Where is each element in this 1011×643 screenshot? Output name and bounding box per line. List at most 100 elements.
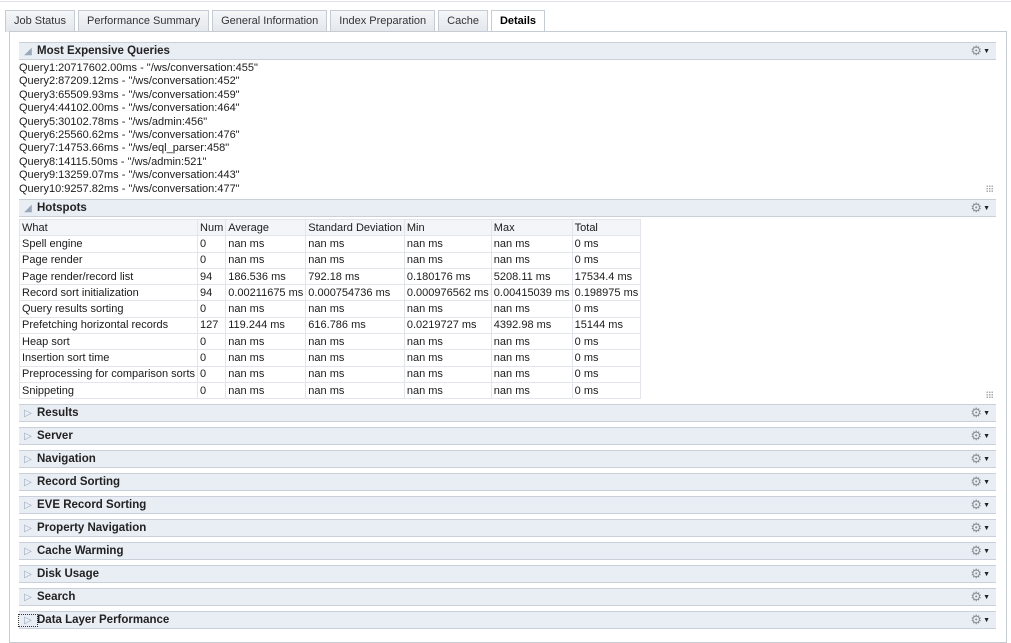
section-header-eve-record-sorting[interactable]: ▷ EVE Record Sorting ⚙ ▼ (19, 496, 996, 514)
triangle-expanded-icon[interactable]: ◢ (24, 202, 32, 214)
table-cell: nan ms (305, 333, 405, 351)
table-cell: nan ms (225, 365, 307, 383)
table-cell: nan ms (305, 235, 405, 253)
query-line: Query8:14115.50ms - "/ws/admin:521" (19, 155, 207, 168)
table-cell: 119.244 ms (225, 316, 307, 335)
triangle-collapsed-icon[interactable]: ▷ (24, 568, 32, 580)
section-title: EVE Record Sorting (37, 499, 147, 511)
section-header-property-navigation[interactable]: ▷ Property Navigation ⚙ ▼ (19, 519, 996, 537)
section-header-hotspots[interactable]: ◢ Hotspots ⚙ ▼ (19, 199, 996, 217)
query-line: Query7:14753.66ms - "/ws/eql_parser:458" (19, 142, 230, 155)
tab-index-preparation[interactable]: Index Preparation (330, 10, 436, 32)
tab-performance-summary[interactable]: Performance Summary (77, 10, 210, 32)
section-header-search[interactable]: ▷ Search ⚙ ▼ (19, 588, 996, 606)
table-cell: 4392.98 ms (490, 316, 573, 335)
gear-dropdown-icon[interactable]: ⚙ ▼ (970, 497, 990, 512)
table-cell: 5208.11 ms (490, 267, 573, 286)
column-header: What (18, 218, 199, 237)
section-title: Results (37, 407, 79, 419)
section-header-server[interactable]: ▷ Server ⚙ ▼ (19, 427, 996, 445)
table-cell: nan ms (403, 300, 492, 318)
triangle-collapsed-icon[interactable]: ▷ (24, 499, 32, 511)
column-header: Max (490, 218, 573, 237)
gear-dropdown-icon[interactable]: ⚙ ▼ (970, 405, 990, 420)
table-cell: 0 (197, 235, 227, 253)
triangle-collapsed-icon[interactable]: ▷ (24, 522, 32, 534)
table-cell: 0.000754736 ms (305, 284, 405, 302)
section-header-most-expensive-queries[interactable]: ◢ Most Expensive Queries ⚙ ▼ (19, 42, 996, 60)
resize-grip-icon[interactable] (986, 391, 994, 399)
table-cell: 127 (197, 316, 227, 335)
triangle-expanded-icon[interactable]: ◢ (24, 45, 32, 57)
section-header-cache-warming[interactable]: ▷ Cache Warming ⚙ ▼ (19, 542, 996, 560)
section-title: Property Navigation (37, 522, 147, 534)
tab-job-status[interactable]: Job Status (5, 10, 75, 32)
tab-general-information[interactable]: General Information (212, 10, 328, 32)
gear-dropdown-icon[interactable]: ⚙ ▼ (970, 451, 990, 466)
triangle-collapsed-icon[interactable]: ▷ (24, 591, 32, 603)
gear-dropdown-icon[interactable]: ⚙ ▼ (970, 474, 990, 489)
table-cell: Record sort initialization (18, 284, 199, 302)
triangle-collapsed-icon[interactable]: ▷ (24, 476, 32, 488)
gear-dropdown-icon[interactable]: ⚙ ▼ (970, 612, 990, 627)
column-header: Average (225, 218, 307, 237)
query-line: Query9:13259.07ms - "/ws/conversation:44… (19, 169, 240, 182)
table-cell: Heap sort (18, 333, 199, 351)
gear-dropdown-icon[interactable]: ⚙ ▼ (970, 543, 990, 558)
table-cell: nan ms (403, 251, 492, 269)
triangle-collapsed-icon[interactable]: ▷ (24, 430, 32, 442)
query-line: Query1:20717602.00ms - "/ws/conversation… (19, 62, 258, 74)
table-cell: nan ms (305, 365, 405, 383)
table-row: Page render/record list 94 186.536 ms 792.1… (18, 267, 642, 286)
table-cell: nan ms (403, 349, 492, 367)
table-row: Heap sort 0 nan ms nan ms nan ms nan ms 0 ms (18, 333, 642, 351)
table-cell: nan ms (490, 251, 573, 269)
table-cell: Query results sorting (18, 300, 199, 318)
gear-dropdown-icon[interactable]: ⚙ ▼ (970, 200, 990, 215)
tab-bar: Job Status Performance Summary General Inf… (5, 10, 546, 33)
table-cell: nan ms (225, 235, 307, 253)
section-header-record-sorting[interactable]: ▷ Record Sorting ⚙ ▼ (19, 473, 996, 491)
table-cell: 0 (197, 349, 227, 367)
table-cell: nan ms (225, 381, 307, 400)
tab-details[interactable]: Details (490, 10, 546, 33)
table-cell: nan ms (225, 333, 307, 351)
table-cell: Page render/record list (18, 267, 199, 286)
triangle-collapsed-icon[interactable]: ▷ (24, 545, 32, 557)
triangle-collapsed-icon[interactable]: ▷ (18, 613, 38, 627)
table-cell: nan ms (403, 235, 492, 253)
resize-grip-icon[interactable] (986, 185, 994, 193)
table-cell: Page render (18, 251, 199, 269)
gear-dropdown-icon[interactable]: ⚙ ▼ (970, 428, 990, 443)
hotspots-table: What Num Average Standard Deviation Min Max To… (18, 218, 642, 400)
table-cell: nan ms (403, 333, 492, 351)
details-panel: ◢ Most Expensive Queries ⚙ ▼ Query1:20717… (9, 31, 1007, 643)
table-cell: 0.00211675 ms (225, 284, 307, 302)
table-cell: 616.786 ms (305, 316, 405, 335)
section-header-data-layer-performance[interactable]: ▷ Data Layer Performance ⚙ ▼ (18, 611, 996, 629)
section-header-navigation[interactable]: ▷ Navigation ⚙ ▼ (19, 450, 996, 468)
table-cell: Insertion sort time (18, 349, 199, 367)
table-row: Prefetching horizontal records 127 119.244… (18, 316, 642, 335)
table-row: Record sort initialization 94 0.00211675 m… (18, 284, 642, 302)
triangle-collapsed-icon[interactable]: ▷ (24, 453, 32, 465)
table-cell: 0 ms (571, 251, 642, 269)
tab-cache[interactable]: Cache (438, 10, 488, 32)
table-cell: nan ms (490, 300, 573, 318)
gear-dropdown-icon[interactable]: ⚙ ▼ (970, 566, 990, 581)
query-line: Query4:44102.00ms - "/ws/conversation:46… (19, 102, 240, 115)
triangle-collapsed-icon[interactable]: ▷ (24, 407, 32, 419)
section-title: Most Expensive Queries (37, 45, 170, 57)
gear-dropdown-icon[interactable]: ⚙ ▼ (970, 43, 990, 58)
table-cell: 0.180176 ms (403, 267, 492, 286)
gear-dropdown-icon[interactable]: ⚙ ▼ (970, 589, 990, 604)
section-title: Search (37, 591, 76, 603)
column-header: Num (197, 218, 227, 237)
table-cell: Preprocessing for comparison sorts (18, 365, 199, 383)
section-header-disk-usage[interactable]: ▷ Disk Usage ⚙ ▼ (19, 565, 996, 583)
table-row: Insertion sort time 0 nan ms nan ms nan ms na… (18, 349, 642, 367)
section-header-results[interactable]: ▷ Results ⚙ ▼ (19, 404, 996, 422)
column-header: Standard Deviation (305, 218, 405, 237)
query-line: Query3:65509.93ms - "/ws/conversation:45… (19, 88, 240, 101)
gear-dropdown-icon[interactable]: ⚙ ▼ (970, 520, 990, 535)
